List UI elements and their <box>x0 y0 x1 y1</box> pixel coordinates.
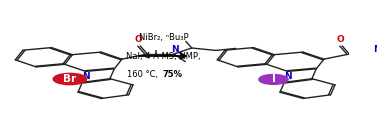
Text: Br: Br <box>63 74 77 84</box>
Text: NiBr₂, ⁿBu₃P: NiBr₂, ⁿBu₃P <box>139 33 188 42</box>
Text: O: O <box>337 35 344 45</box>
Text: N: N <box>171 45 179 54</box>
Text: I: I <box>271 74 276 84</box>
Text: N: N <box>373 45 377 54</box>
Text: N: N <box>82 72 89 81</box>
Text: 75%: 75% <box>162 70 182 79</box>
Text: N: N <box>284 72 291 81</box>
Circle shape <box>259 74 288 84</box>
Circle shape <box>53 73 87 85</box>
Text: 160 °C,: 160 °C, <box>127 70 161 79</box>
Text: O: O <box>135 35 142 45</box>
Text: NaI, 4 Å MS, NMP,: NaI, 4 Å MS, NMP, <box>126 51 201 61</box>
